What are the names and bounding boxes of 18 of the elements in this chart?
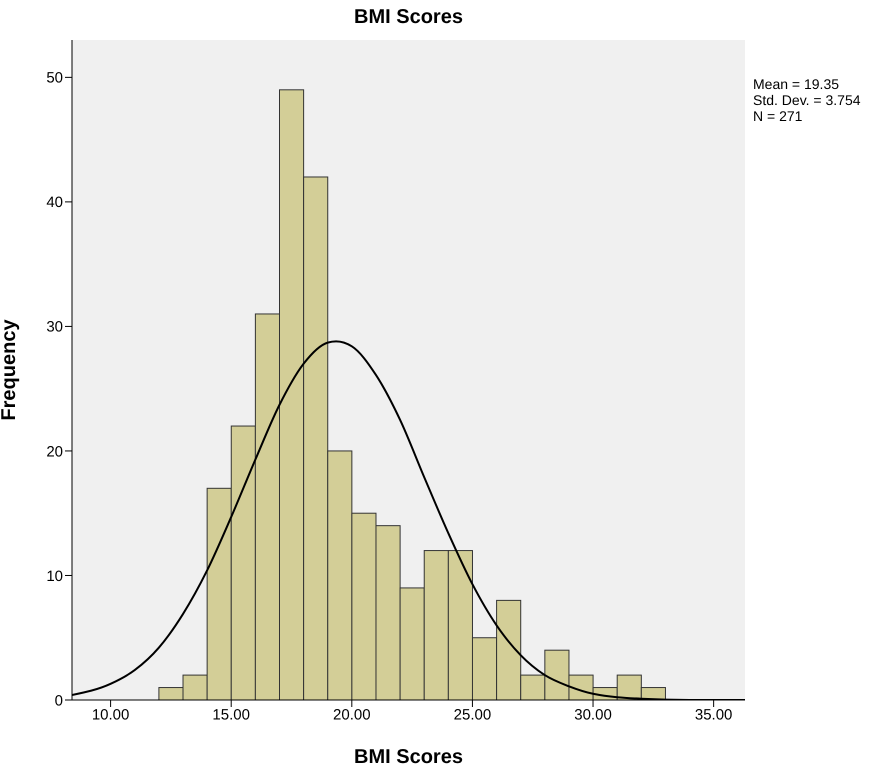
x-tick-label: 20.00 (333, 706, 371, 724)
chart-title: BMI Scores (353, 6, 464, 29)
y-tick-label: 10 (46, 568, 63, 585)
x-axis-title: BMI Scores (354, 746, 463, 768)
y-tick-label: 40 (46, 194, 63, 212)
x-tick-label: 15.00 (212, 706, 250, 724)
x-tick-label: 35.00 (694, 706, 732, 724)
y-tick-label: 50 (46, 70, 63, 87)
y-tick-label: 30 (46, 318, 63, 336)
text: Std. Dev. = 3.754 (753, 92, 861, 108)
x-tick-label: 25.00 (454, 706, 492, 724)
y-tick-label: 0 (54, 692, 63, 710)
y-axis-title: Frequency (0, 318, 20, 421)
x-tick-label: 10.00 (92, 706, 130, 724)
text: N = 271 (753, 108, 804, 124)
y-tick-label: 20 (46, 443, 63, 460)
x-tick-label: 30.00 (574, 706, 612, 724)
text: Mean = 19.35 (753, 76, 840, 92)
